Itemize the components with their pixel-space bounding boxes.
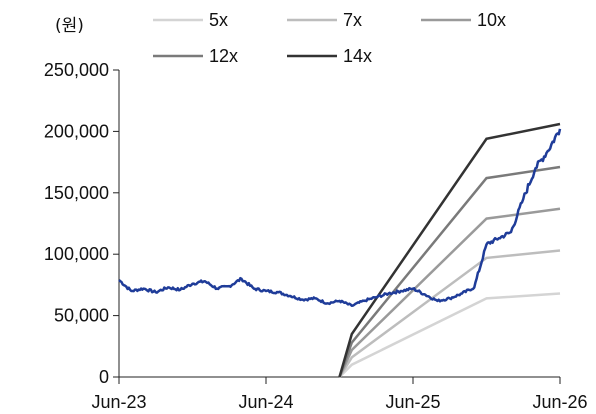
legend-label: 12x	[209, 46, 238, 66]
multiple-line-12x	[338, 165, 561, 378]
legend-item-12x: 12x	[153, 46, 238, 66]
multiple-line-14x	[338, 122, 561, 378]
multiple-line-5x	[338, 292, 561, 378]
y-tick-label: 0	[99, 367, 109, 387]
legend-label: 14x	[343, 46, 372, 66]
multiple-line-7x	[338, 249, 561, 378]
legend-label: 10x	[477, 10, 506, 30]
legend-label: 5x	[209, 10, 228, 30]
legend-item-7x: 7x	[287, 10, 362, 30]
y-tick-label: 200,000	[44, 121, 109, 141]
x-tick-label: Jun-25	[385, 392, 440, 412]
y-unit-label: (원)	[55, 16, 84, 36]
legend-item-14x: 14x	[287, 46, 372, 66]
y-axis: 0 50,000 100,000 150,000 200,000 250,000	[44, 60, 120, 387]
multiple-line-10x	[338, 207, 561, 378]
y-tick-label: 100,000	[44, 244, 109, 264]
legend-label: 7x	[343, 10, 362, 30]
x-axis: Jun-23 Jun-24 Jun-25 Jun-26	[91, 376, 588, 412]
x-tick-label: Jun-23	[91, 392, 146, 412]
x-tick-label: Jun-24	[238, 392, 293, 412]
legend-item-5x: 5x	[153, 10, 228, 30]
multiple-lines	[338, 122, 561, 378]
y-tick-label: 50,000	[54, 306, 109, 326]
y-tick-label: 150,000	[44, 183, 109, 203]
x-tick-label: Jun-26	[532, 392, 587, 412]
y-tick-label: 250,000	[44, 60, 109, 80]
price-line	[118, 128, 562, 308]
legend-item-10x: 10x	[421, 10, 506, 30]
legend: 5x 7x 10x 12x 14x	[153, 10, 506, 66]
price-line-group	[118, 128, 562, 308]
